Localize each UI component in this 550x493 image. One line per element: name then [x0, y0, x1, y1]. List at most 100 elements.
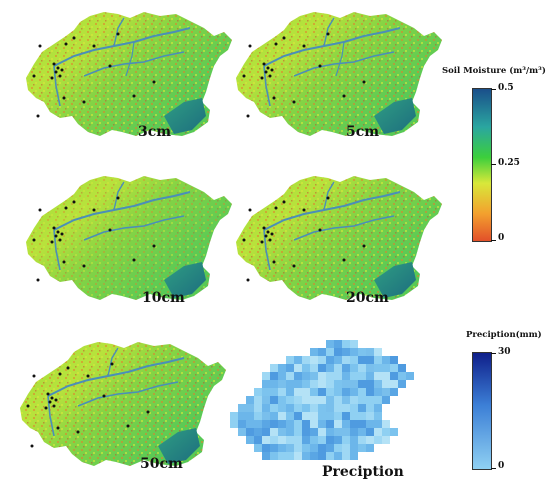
- precip-grid-cell: [286, 444, 294, 452]
- precip-grid-cell: [358, 420, 366, 428]
- precip-grid-cell: [294, 412, 302, 420]
- precip-grid-cell: [318, 452, 326, 460]
- precip-grid-cell: [254, 444, 262, 452]
- precip-grid-cell: [246, 428, 254, 436]
- precip-grid-cell: [374, 348, 382, 356]
- precip-grid-cell: [310, 444, 318, 452]
- precip-grid-cell: [326, 348, 334, 356]
- precip-grid-cell: [374, 420, 382, 428]
- precip-grid-cell: [366, 436, 374, 444]
- precip-grid-cell: [262, 436, 270, 444]
- precip-grid-cell: [358, 436, 366, 444]
- map-panel-20cm: 20cm: [224, 170, 444, 310]
- precip-grid-cell: [310, 372, 318, 380]
- precip-grid-cell: [310, 412, 318, 420]
- precip-grid-cell: [318, 388, 326, 396]
- precip-grid-cell: [350, 436, 358, 444]
- precip-grid-cell: [286, 356, 294, 364]
- precip-grid-cell: [366, 364, 374, 372]
- precip-grid-cell: [350, 388, 358, 396]
- precip-grid-cell: [238, 428, 246, 436]
- precip-grid-cell: [270, 436, 278, 444]
- precip-grid-cell: [286, 396, 294, 404]
- precip-grid-cell: [342, 340, 350, 348]
- precip-grid-cell: [246, 404, 254, 412]
- precip-grid-cell: [334, 364, 342, 372]
- precip-grid-cell: [358, 372, 366, 380]
- precip-grid-cell: [262, 420, 270, 428]
- precip-grid-cell: [398, 364, 406, 372]
- precip-grid-cell: [342, 428, 350, 436]
- precip-grid-cell: [254, 388, 262, 396]
- precip-grid-cell: [342, 348, 350, 356]
- precip-grid-cell: [286, 452, 294, 460]
- precip-grid-cell: [246, 436, 254, 444]
- precip-grid-cell: [358, 356, 366, 364]
- precip-grid-cell: [318, 404, 326, 412]
- precip-grid-cell: [334, 428, 342, 436]
- precip-grid-cell: [382, 364, 390, 372]
- precip-grid-cell: [310, 452, 318, 460]
- precip-grid-cell: [382, 372, 390, 380]
- precip-grid-cell: [366, 444, 374, 452]
- precip-grid-cell: [326, 420, 334, 428]
- precip-grid-cell: [374, 356, 382, 364]
- precip-grid-cell: [302, 412, 310, 420]
- precip-grid-cell: [326, 388, 334, 396]
- precip-grid-cell: [318, 380, 326, 388]
- precip-grid-cell: [350, 404, 358, 412]
- precip-grid-cell: [374, 388, 382, 396]
- precip-tick-mark-bottom: [491, 468, 496, 469]
- precip-grid-cell: [318, 444, 326, 452]
- precip-grid-cell: [382, 396, 390, 404]
- precip-grid-cell: [270, 364, 278, 372]
- precip-grid-cell: [342, 436, 350, 444]
- precip-grid-cell: [278, 380, 286, 388]
- precip-grid-cell: [358, 396, 366, 404]
- precip-grid-cell: [326, 404, 334, 412]
- precip-grid-cell: [270, 412, 278, 420]
- precip-grid-cell: [278, 412, 286, 420]
- precip-grid-cell: [302, 444, 310, 452]
- precip-grid-cell: [342, 452, 350, 460]
- precip-grid-cell: [302, 452, 310, 460]
- precip-grid-cell: [334, 388, 342, 396]
- precip-grid-cell: [358, 428, 366, 436]
- precip-grid-cell: [326, 396, 334, 404]
- precip-grid-cell: [286, 412, 294, 420]
- precip-panel: Preciption: [222, 336, 434, 480]
- precip-grid-cell: [278, 420, 286, 428]
- precip-grid-cell: [302, 396, 310, 404]
- precip-grid-cell: [294, 452, 302, 460]
- precip-grid-cell: [278, 396, 286, 404]
- precip-grid-cell: [262, 396, 270, 404]
- precip-grid-cell: [262, 372, 270, 380]
- precip-grid-cell: [342, 412, 350, 420]
- precip-grid-cell: [294, 380, 302, 388]
- precip-grid-cell: [254, 412, 262, 420]
- precip-grid-cell: [302, 372, 310, 380]
- precip-tick-30: 30: [498, 347, 511, 357]
- precip-grid-cell: [358, 364, 366, 372]
- precip-grid-cell: [262, 428, 270, 436]
- precip-grid-cell: [318, 364, 326, 372]
- map-panel-10cm: 10cm: [14, 170, 234, 310]
- precip-grid-cell: [382, 380, 390, 388]
- precip-grid-cell: [270, 380, 278, 388]
- precip-grid-cell: [254, 428, 262, 436]
- precip-grid-cell: [318, 348, 326, 356]
- precip-grid-cell: [318, 428, 326, 436]
- precip-grid-cell: [374, 380, 382, 388]
- precip-grid-cell: [294, 444, 302, 452]
- precip-grid-cell: [310, 420, 318, 428]
- precip-grid-cell: [334, 348, 342, 356]
- precip-grid-cell: [366, 428, 374, 436]
- precip-grid-cell: [326, 436, 334, 444]
- precip-grid-cell: [270, 372, 278, 380]
- map-panel-3cm: 3cm: [14, 6, 234, 146]
- precip-grid-cell: [246, 396, 254, 404]
- precip-grid-cell: [326, 340, 334, 348]
- precip-grid-cell: [350, 380, 358, 388]
- precip-grid-cell: [310, 404, 318, 412]
- precip-grid-cell: [334, 396, 342, 404]
